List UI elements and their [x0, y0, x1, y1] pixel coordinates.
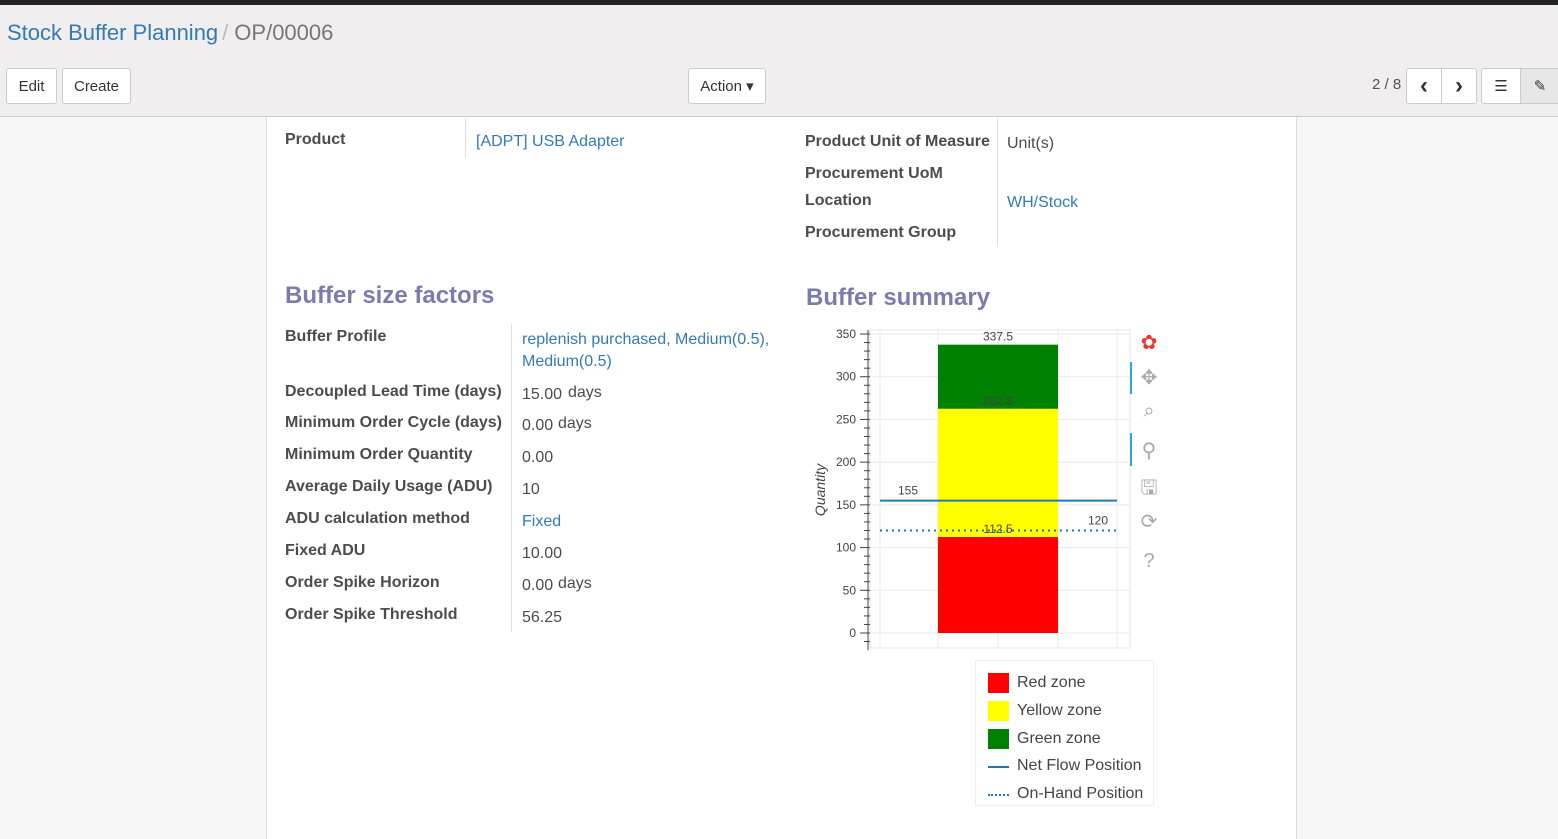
factor-value: 56.25 [522, 609, 563, 626]
list-view-button[interactable]: ☰ [1481, 68, 1521, 104]
next-record-button[interactable]: › [1441, 68, 1477, 104]
buffer-summary-title: Buffer summary [806, 284, 991, 311]
factor-label: Decoupled Lead Time (days) [285, 383, 502, 400]
y-tick-label: 150 [836, 498, 856, 512]
breadcrumb-parent[interactable]: Stock Buffer Planning [7, 20, 219, 45]
action-dropdown[interactable]: Action ▾ [688, 68, 766, 104]
procurement-uom-label: Procurement UoM [805, 165, 943, 182]
factor-label: Order Spike Horizon [285, 574, 440, 591]
legend-item: On-Hand Position [988, 785, 1143, 803]
edit-button[interactable]: Edit [6, 68, 57, 104]
factor-value-cont[interactable]: Medium(0.5) [522, 353, 612, 370]
chart-legend: Red zone Yellow zone Green zone Net Flow Po… [975, 660, 1154, 806]
legend-label: Net Flow Position [1017, 757, 1142, 774]
procurement-group-label: Procurement Group [805, 224, 957, 241]
y-tick-label: 200 [836, 455, 856, 469]
factor-label: Fixed ADU [285, 542, 366, 559]
pan-icon[interactable]: ✥ [1141, 367, 1158, 389]
factor-label: ADU calculation method [285, 510, 470, 527]
factor-value: 15.00 [522, 386, 563, 403]
factor-unit: days [558, 575, 592, 592]
legend-item: Net Flow Position [988, 757, 1142, 775]
uom-value[interactable]: Unit(s) [1007, 135, 1055, 152]
legend-label: Yellow zone [1017, 702, 1102, 719]
factor-value: 10.00 [522, 545, 563, 562]
legend-label: Green zone [1017, 730, 1101, 747]
save-icon[interactable]: 🖫 [1140, 477, 1157, 499]
factor-label: Minimum Order Cycle (days) [285, 414, 502, 431]
pager-value: 2 / 8 [1372, 76, 1402, 93]
factor-label: Average Daily Usage (ADU) [285, 478, 493, 495]
reset-icon[interactable]: ⟳ [1141, 511, 1158, 533]
top-bar [0, 0, 1558, 5]
legend-swatch [988, 729, 1009, 749]
legend-item: Red zone [988, 673, 1086, 693]
control-panel-divider [0, 116, 1558, 117]
y-tick-label: 350 [836, 327, 856, 341]
breadcrumb-current: OP/00006 [234, 20, 334, 45]
bar-label: 112.5 [983, 522, 1012, 536]
factor-value[interactable]: Fixed [522, 513, 562, 530]
factor-label: Order Spike Threshold [285, 606, 458, 623]
factor-unit: days [568, 384, 602, 401]
legend-swatch [988, 673, 1009, 693]
y-tick-label: 100 [836, 541, 856, 555]
uom-label: Product Unit of Measure [805, 133, 990, 150]
y-tick-label: 0 [849, 626, 856, 640]
legend-label: On-Hand Position [1017, 785, 1144, 802]
location-label: Location [805, 192, 872, 209]
previous-record-button[interactable]: ‹ [1406, 68, 1442, 104]
factor-value: 0.00 [522, 577, 554, 594]
factor-label: Minimum Order Quantity [285, 446, 473, 463]
legend-line-swatch [988, 766, 1009, 768]
list-icon: ☰ [1494, 78, 1508, 95]
create-button[interactable]: Create [62, 68, 131, 104]
product-value[interactable]: [ADPT] USB Adapter [476, 133, 625, 150]
factor-value: 0.00 [522, 417, 554, 434]
product-label: Product [285, 131, 346, 148]
buffer-chart: 112.5 262.5 337.5 155 120 0 50 100 150 200 250 300 3… [812, 327, 1158, 650]
y-tick-label: 250 [836, 412, 856, 426]
line-label: 120 [1088, 513, 1108, 527]
y-tick-label: 50 [843, 583, 857, 597]
y-axis-label: Quantity [812, 463, 828, 516]
bokeh-logo-icon[interactable]: ✿ [1141, 332, 1158, 354]
bar-label: 262.5 [983, 394, 1013, 408]
factor-value: 0.00 [522, 449, 554, 466]
factor-unit: days [558, 415, 592, 432]
bar-label: 337.5 [983, 330, 1013, 344]
help-icon[interactable]: ? [1143, 550, 1154, 572]
edit-form-icon: ✎ [1533, 78, 1547, 95]
legend-item: Green zone [988, 729, 1101, 749]
box-zoom-icon[interactable]: ⌕ [1143, 400, 1154, 422]
factor-value[interactable]: replenish purchased, Medium(0.5), [522, 331, 770, 348]
factor-value: 10 [522, 481, 540, 498]
bar-red-zone [938, 536, 1058, 633]
line-label: 155 [898, 484, 918, 498]
form-view-button[interactable]: ✎ [1520, 68, 1558, 104]
bar-green-zone [938, 344, 1058, 409]
legend-swatch [988, 701, 1009, 721]
legend-line-swatch [988, 794, 1009, 796]
legend-label: Red zone [1017, 674, 1086, 691]
buffer-size-factors-title: Buffer size factors [285, 282, 495, 309]
y-tick-label: 300 [836, 370, 856, 384]
wheel-zoom-icon[interactable]: ⚲ [1142, 440, 1157, 462]
legend-item: Yellow zone [988, 701, 1102, 721]
bar-yellow-zone [938, 408, 1058, 537]
location-value[interactable]: WH/Stock [1007, 194, 1079, 211]
factor-label: Buffer Profile [285, 328, 387, 345]
breadcrumb: Stock Buffer Planning / OP/00006 [7, 20, 334, 45]
